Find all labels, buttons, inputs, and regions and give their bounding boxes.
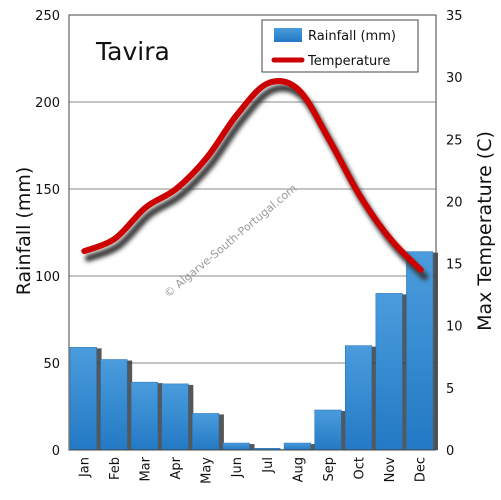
right-tick-label: 5 xyxy=(446,382,454,397)
right-tick-label: 10 xyxy=(446,320,463,335)
chart-title: Tavira xyxy=(95,37,170,66)
temperature-line-group xyxy=(81,78,429,281)
temperature-line-shadow xyxy=(84,84,429,281)
right-tick-label: 15 xyxy=(446,258,463,273)
left-tick-label: 150 xyxy=(35,183,60,198)
temperature-line xyxy=(81,78,424,273)
right-tick-label: 0 xyxy=(446,444,454,459)
left-tick-label: 50 xyxy=(43,357,60,372)
x-tick-label: Sep xyxy=(322,457,337,482)
rainfall-bar xyxy=(406,251,434,451)
plot-frame xyxy=(68,14,437,451)
right-axis-ticks: 0 5 10 15 20 25 30 35 xyxy=(446,9,463,459)
right-tick-label: 35 xyxy=(446,9,463,24)
rainfall-bars xyxy=(69,251,434,451)
x-tick-label: Jan xyxy=(77,457,92,478)
rainfall-bar xyxy=(100,359,128,451)
rainfall-bar xyxy=(283,442,311,451)
left-tick-label: 0 xyxy=(52,444,60,459)
x-tick-label: Mar xyxy=(138,456,153,481)
left-axis-ticks: 0 50 100 150 200 250 xyxy=(35,9,60,459)
x-tick-label: Oct xyxy=(353,457,368,479)
rainfall-bar xyxy=(161,383,189,451)
right-axis-title: Max Temperature (C) xyxy=(474,131,496,331)
rainfall-bar xyxy=(345,345,373,451)
x-tick-label: Feb xyxy=(108,457,123,480)
x-tick-label: Nov xyxy=(383,457,398,483)
rainfall-bar xyxy=(69,347,97,451)
watermark: © Algarve-South-Portugal.com xyxy=(162,182,300,301)
left-axis-title: Rainfall (mm) xyxy=(13,167,35,296)
left-tick-label: 250 xyxy=(35,9,60,24)
x-tick-label: Jul xyxy=(261,457,276,474)
x-tick-label: Aug xyxy=(291,457,306,482)
left-tick-label: 200 xyxy=(35,96,60,111)
left-tick-label: 100 xyxy=(35,270,60,285)
rainfall-bar xyxy=(222,442,250,451)
right-tick-label: 30 xyxy=(446,71,463,86)
right-tick-label: 20 xyxy=(446,195,463,210)
rainfall-bar xyxy=(314,409,342,451)
legend-temperature-label: Temperature xyxy=(307,54,390,69)
x-tick-label: May xyxy=(200,457,215,484)
rainfall-bar xyxy=(192,413,220,451)
legend-rainfall-label: Rainfall (mm) xyxy=(308,29,396,44)
legend: Rainfall (mm) Temperature xyxy=(261,19,419,73)
x-axis-ticks: Jan Feb Mar Apr May Jun Jul Aug Sep Oct Nov Dec xyxy=(77,456,428,484)
rainfall-bar xyxy=(375,293,403,451)
x-tick-label: Dec xyxy=(414,457,429,482)
rainfall-bar xyxy=(130,381,159,451)
legend-rainfall-swatch xyxy=(274,28,302,42)
x-tick-label: Apr xyxy=(169,456,184,479)
x-tick-label: Jun xyxy=(230,457,245,478)
right-tick-label: 25 xyxy=(446,133,463,148)
